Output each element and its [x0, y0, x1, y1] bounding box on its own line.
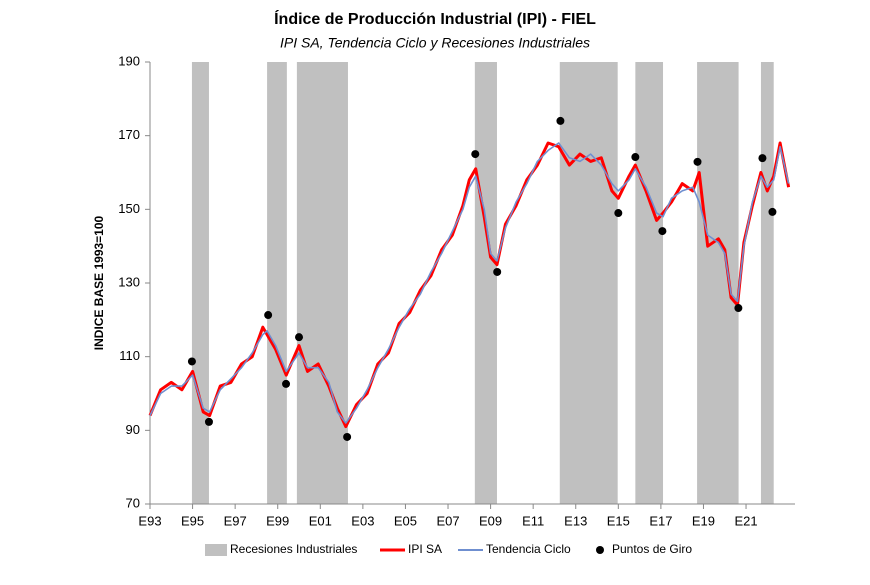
legend-swatch: [596, 546, 604, 554]
x-tick-label: E93: [138, 513, 161, 528]
turning-point: [768, 207, 777, 216]
turning-point: [493, 267, 502, 276]
series-line: [148, 141, 791, 429]
turning-point: [295, 333, 304, 342]
y-tick-label: 130: [118, 274, 140, 289]
turning-point: [187, 357, 196, 366]
x-tick-label: E11: [522, 513, 544, 528]
x-tick-label: E21: [734, 513, 757, 528]
recession-band: [760, 62, 774, 504]
x-tick-label: E19: [692, 513, 715, 528]
y-tick-label: 110: [119, 348, 140, 363]
turning-point: [282, 379, 291, 388]
turning-point: [631, 153, 640, 162]
turning-point: [343, 432, 352, 441]
turning-point: [204, 417, 213, 426]
chart-title: Índice de Producción Industrial (IPI) - …: [274, 9, 596, 28]
y-tick-label: 90: [126, 422, 140, 437]
turning-point: [758, 154, 767, 163]
x-tick-label: E05: [394, 513, 417, 528]
turning-point: [471, 150, 480, 159]
legend-label: Recesiones Industriales: [230, 542, 357, 556]
x-tick-label: E13: [564, 513, 587, 528]
recession-band: [635, 62, 664, 504]
y-tick-label: 70: [126, 495, 140, 510]
y-tick-label: 190: [118, 53, 140, 68]
recession-band: [296, 62, 348, 504]
x-tick-label: E07: [436, 513, 459, 528]
x-tick-label: E97: [224, 513, 247, 528]
x-tick-label: E95: [181, 513, 204, 528]
series-line: [149, 142, 790, 424]
x-tick-label: E17: [649, 513, 672, 528]
y-tick-label: 150: [118, 201, 140, 216]
x-tick-label: E15: [607, 513, 630, 528]
turning-point: [614, 209, 623, 218]
turning-point: [264, 311, 273, 320]
legend-label: Puntos de Giro: [612, 542, 692, 556]
turning-point: [658, 227, 667, 236]
recession-band: [697, 62, 739, 504]
recession-band: [267, 62, 287, 504]
legend-swatch: [205, 544, 227, 556]
y-tick-label: 170: [118, 127, 140, 142]
recession-band: [559, 62, 618, 504]
x-tick-label: E01: [309, 513, 332, 528]
turning-point: [556, 116, 565, 125]
legend-label: Tendencia Ciclo: [486, 542, 571, 556]
recession-band: [474, 62, 497, 504]
legend-label: IPI SA: [408, 542, 442, 556]
x-tick-label: E09: [479, 513, 502, 528]
turning-point: [693, 157, 702, 166]
x-tick-label: E03: [351, 513, 374, 528]
chart-subtitle: IPI SA, Tendencia Ciclo y Recesiones Ind…: [280, 35, 590, 51]
turning-point: [734, 304, 743, 313]
recession-band: [191, 62, 209, 504]
y-axis-label: INDICE BASE 1993=100: [92, 215, 106, 350]
x-tick-label: E99: [266, 513, 289, 528]
